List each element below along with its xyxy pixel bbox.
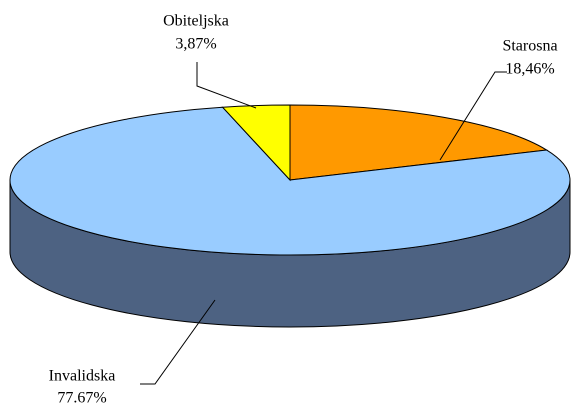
pie-slice [9, 106, 571, 256]
slice-value-label: 18,46% [505, 61, 554, 78]
leader-line [140, 299, 216, 385]
leader-line [439, 71, 507, 161]
slice-label: Invalidska [49, 368, 116, 385]
slice-value-label: 3,87% [175, 36, 216, 53]
slice-value-label: 77.67% [57, 390, 106, 407]
slice-label: Starosna [502, 38, 557, 55]
pie-slice [221, 104, 291, 182]
leader-line [196, 62, 257, 109]
slice-label: Obiteljska [163, 13, 229, 30]
pie-slice [289, 104, 549, 181]
pie [9, 104, 571, 328]
